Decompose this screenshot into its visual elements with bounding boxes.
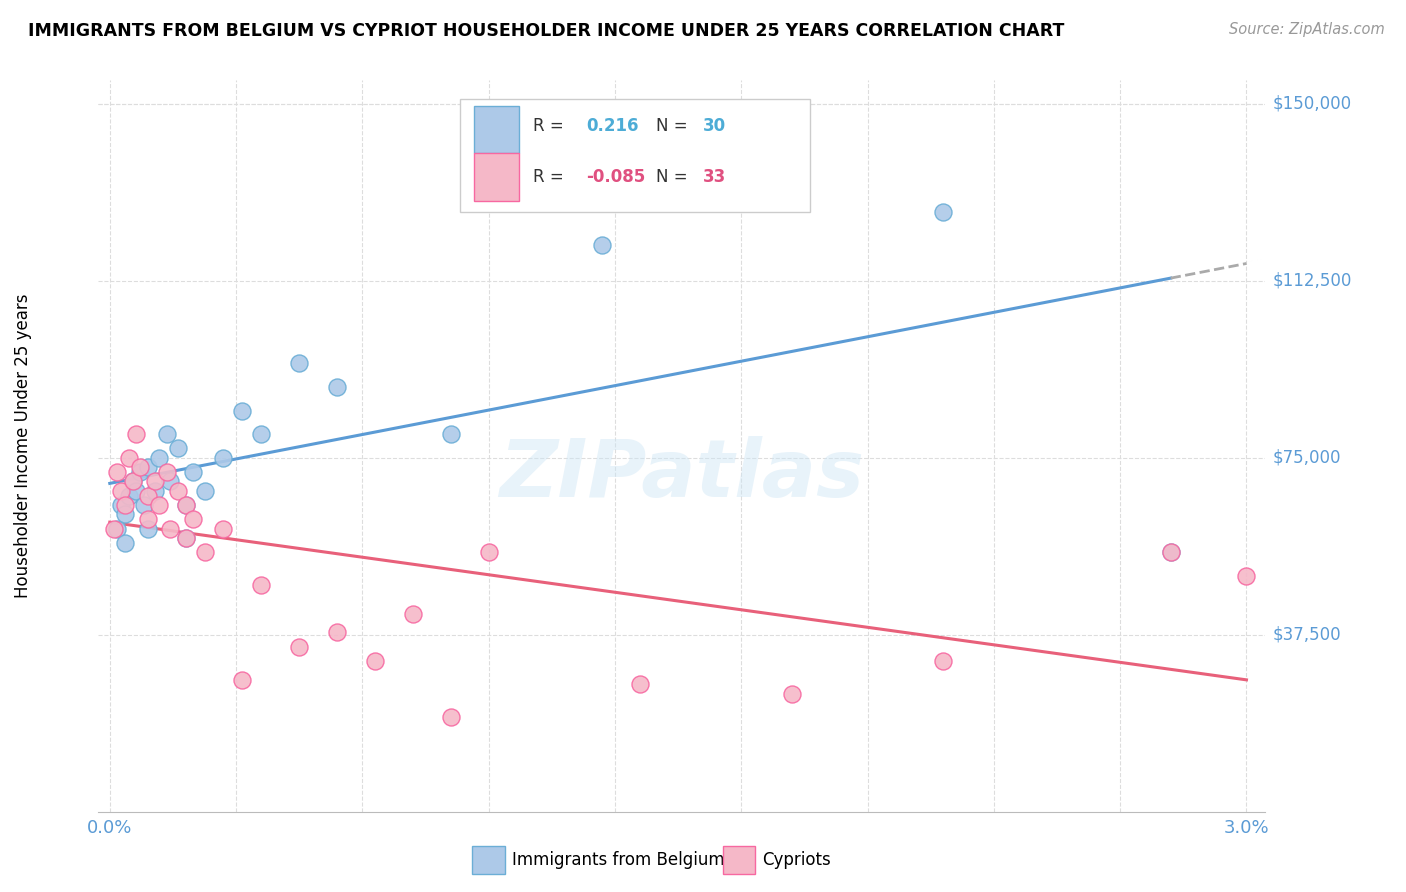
Text: $150,000: $150,000 <box>1272 95 1351 113</box>
Text: $37,500: $37,500 <box>1272 626 1341 644</box>
Point <box>121 475 143 489</box>
Point <box>402 607 425 621</box>
FancyBboxPatch shape <box>474 153 519 201</box>
Point <box>326 380 349 394</box>
Point <box>167 483 190 498</box>
Point <box>1236 568 1258 582</box>
Point <box>118 489 141 503</box>
Point <box>212 522 235 536</box>
Text: 0.216: 0.216 <box>586 118 638 136</box>
Text: 30: 30 <box>703 118 725 136</box>
Point <box>136 512 159 526</box>
Point <box>114 498 136 512</box>
Point <box>212 450 235 465</box>
Point <box>174 498 197 512</box>
FancyBboxPatch shape <box>474 106 519 153</box>
Text: Immigrants from Belgium: Immigrants from Belgium <box>512 851 724 869</box>
Point <box>231 673 253 687</box>
Point <box>143 483 166 498</box>
Point <box>932 654 955 668</box>
Point <box>121 475 143 489</box>
Point <box>143 475 166 489</box>
Point <box>114 535 136 549</box>
Point <box>250 427 273 442</box>
Point <box>114 508 136 522</box>
Point <box>1160 545 1182 559</box>
Point <box>231 403 253 417</box>
Point <box>174 531 197 545</box>
Point <box>105 465 128 479</box>
Point <box>193 545 215 559</box>
Point <box>288 356 311 370</box>
Text: IMMIGRANTS FROM BELGIUM VS CYPRIOT HOUSEHOLDER INCOME UNDER 25 YEARS CORRELATION: IMMIGRANTS FROM BELGIUM VS CYPRIOT HOUSE… <box>28 22 1064 40</box>
Point <box>364 654 387 668</box>
Point <box>181 465 204 479</box>
Point <box>174 531 197 545</box>
Point <box>440 427 463 442</box>
Point <box>156 427 179 442</box>
Point <box>125 427 148 442</box>
Point <box>591 238 613 252</box>
Point <box>136 522 159 536</box>
Text: N =: N = <box>657 168 688 186</box>
Point <box>129 460 152 475</box>
Point <box>129 465 152 479</box>
FancyBboxPatch shape <box>460 99 810 212</box>
FancyBboxPatch shape <box>723 847 755 874</box>
Point <box>148 450 170 465</box>
FancyBboxPatch shape <box>472 847 505 874</box>
Point <box>125 483 148 498</box>
Point <box>780 687 803 701</box>
Point <box>136 489 159 503</box>
Text: N =: N = <box>657 118 688 136</box>
Point <box>136 460 159 475</box>
Point <box>103 522 125 536</box>
Point <box>1160 545 1182 559</box>
Point <box>132 498 155 512</box>
Point <box>250 578 273 592</box>
Point <box>440 710 463 724</box>
Text: ZIPatlas: ZIPatlas <box>499 436 865 515</box>
Point <box>159 522 181 536</box>
Point <box>181 512 204 526</box>
Point <box>110 498 132 512</box>
Point <box>478 545 501 559</box>
Text: $75,000: $75,000 <box>1272 449 1341 467</box>
Text: $112,500: $112,500 <box>1272 272 1351 290</box>
Text: -0.085: -0.085 <box>586 168 645 186</box>
Point <box>704 177 727 191</box>
Point <box>118 450 141 465</box>
Point <box>159 475 181 489</box>
Point <box>156 465 179 479</box>
Point <box>148 498 170 512</box>
Point <box>288 640 311 654</box>
Point <box>105 522 128 536</box>
Point <box>174 498 197 512</box>
Point <box>932 205 955 219</box>
Text: Cypriots: Cypriots <box>762 851 831 869</box>
Point <box>167 442 190 456</box>
Text: 33: 33 <box>703 168 725 186</box>
Text: R =: R = <box>533 168 564 186</box>
Point <box>110 483 132 498</box>
Text: Source: ZipAtlas.com: Source: ZipAtlas.com <box>1229 22 1385 37</box>
Point <box>326 625 349 640</box>
Point <box>193 483 215 498</box>
Text: Householder Income Under 25 years: Householder Income Under 25 years <box>14 293 31 599</box>
Point <box>628 677 651 691</box>
Text: R =: R = <box>533 118 564 136</box>
